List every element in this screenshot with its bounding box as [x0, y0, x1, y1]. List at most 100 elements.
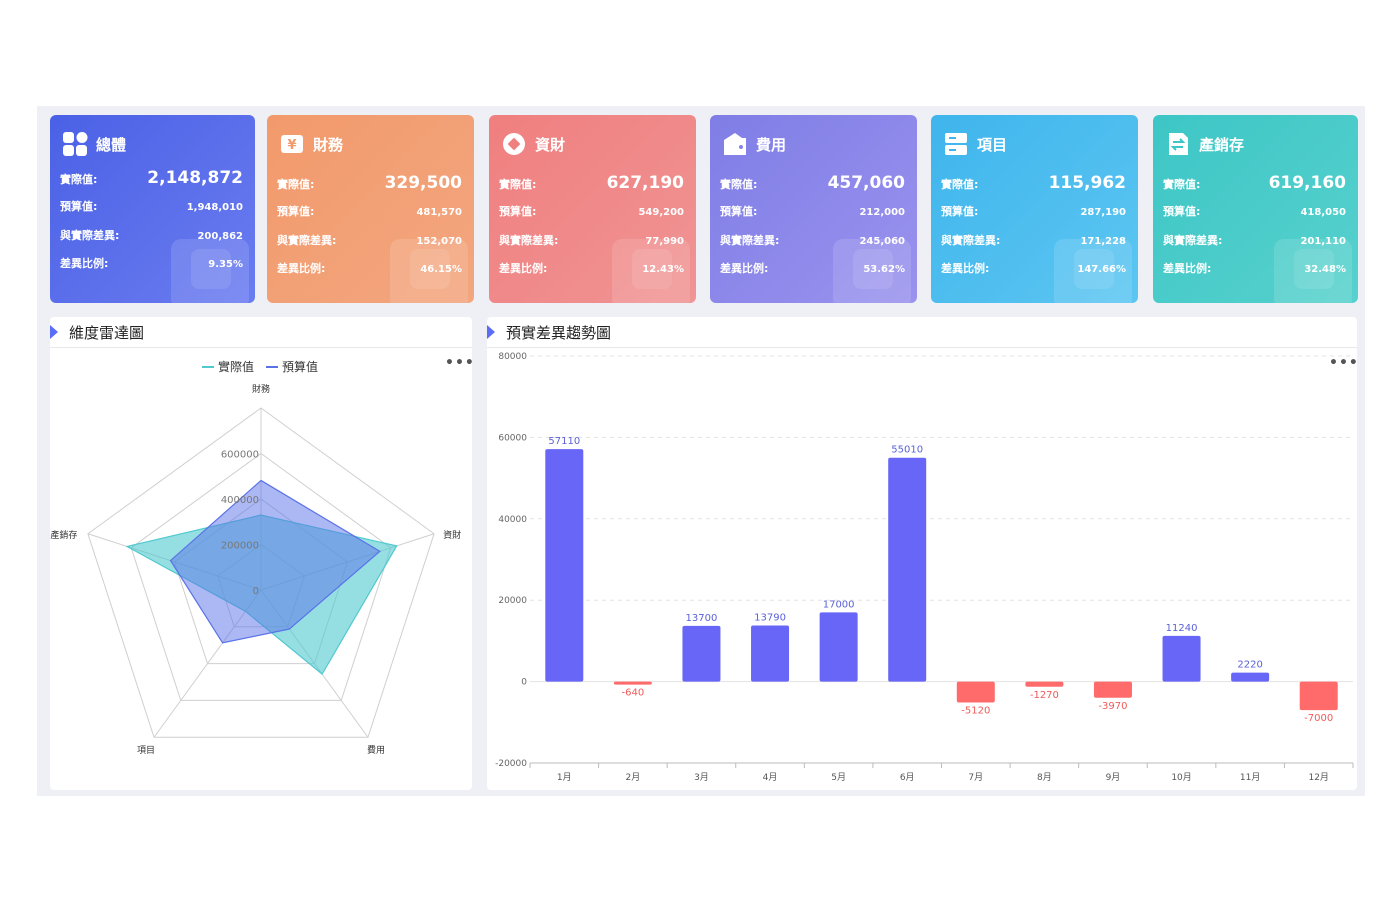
kpi-actual-label: 實際值: — [941, 178, 979, 191]
card-watermark-icon — [1294, 249, 1334, 289]
list-icon — [943, 131, 969, 157]
bar-7月[interactable] — [956, 681, 995, 703]
kpi-diff-label: 與實際差異: — [277, 234, 337, 247]
card-watermark-icon — [191, 249, 231, 289]
exchange-icon — [1165, 131, 1191, 157]
card-watermark-icon — [1274, 239, 1352, 303]
bar-grid — [530, 355, 1353, 764]
kpi-card-title: 財務 — [313, 135, 344, 154]
kpi-ratio-value: 53.62% — [863, 264, 905, 275]
bar-5月[interactable] — [819, 612, 858, 682]
bar-9月[interactable] — [1093, 681, 1132, 698]
radar-legend: 實際值 預算值 — [202, 359, 318, 374]
kpi-card-2[interactable]: ¥ 財務 實際值: 329,500 預算值: 481,570 與實際差異: 152,070 差異… — [267, 115, 474, 303]
bar-chart: -20000 0 20000 40000 60000 80000 57110 1月 -640 2月… — [495, 352, 1354, 783]
kpi-card-3[interactable]: 資財 實際值: 627,190 預算值: 549,200 與實際差異: 77,990 差異比例… — [489, 115, 696, 303]
y-tick-label: 40000 — [498, 515, 527, 525]
kpi-budget-value: 481,570 — [416, 207, 462, 218]
money-icon: ¥ — [279, 131, 305, 157]
radar-grid-ring — [130, 452, 392, 701]
radar-indicator-label: 資財 — [443, 529, 461, 541]
kpi-card-title: 費用 — [756, 135, 787, 154]
kpi-card-header: 資財 — [501, 129, 565, 159]
kpi-budget-value: 418,050 — [1300, 207, 1346, 218]
kpi-budget-row: 預算值: 1,948,010 — [60, 198, 243, 214]
y-tick-label: 20000 — [498, 596, 527, 606]
kpi-diff-value: 77,990 — [645, 236, 684, 247]
kpi-card-4[interactable]: 費用 實際值: 457,060 預算值: 212,000 與實際差異: 245,060 差異比… — [710, 115, 917, 303]
legend-label[interactable]: 實際值 — [218, 359, 254, 374]
kpi-actual-label: 實際值: — [720, 178, 758, 191]
kpi-ratio-value: 46.15% — [420, 264, 462, 275]
kpi-actual-value: 627,190 — [606, 173, 684, 193]
x-tick-label: 10月 — [1171, 772, 1191, 783]
kpi-actual-label: 實際值: — [277, 178, 315, 191]
radar-series-budget[interactable] — [169, 479, 381, 644]
kpi-card-5[interactable]: 項目 實際值: 115,962 預算值: 287,190 與實際差異: 171,228 差異比… — [931, 115, 1138, 303]
kpi-ratio-value: 32.48% — [1304, 264, 1346, 275]
bar-value-label: 57110 — [548, 436, 580, 447]
radar-indicator-label: 項目 — [137, 745, 155, 756]
kpi-card-title: 總體 — [96, 135, 127, 154]
bar-value-label: -1270 — [1030, 690, 1059, 701]
kpi-actual-row: 實際值: 2,148,872 — [60, 168, 243, 188]
bar-4月[interactable] — [751, 625, 790, 682]
bar-11月[interactable] — [1231, 672, 1270, 682]
kpi-card-header: 總體 — [62, 129, 126, 159]
bar-8月[interactable] — [1025, 681, 1064, 687]
bar-value-label: -5120 — [961, 705, 990, 716]
more-options-icon[interactable]: ••• — [445, 355, 475, 371]
kpi-budget-row: 預算值: 212,000 — [720, 203, 905, 219]
bar-3月[interactable] — [682, 625, 721, 682]
kpi-diff-row: 與實際差異: 171,228 — [941, 232, 1126, 248]
card-watermark-icon — [171, 239, 249, 303]
wallet-icon — [722, 131, 748, 157]
dashboard: 總體 實際值: 2,148,872 預算值: 1,948,010 與實際差異: 200,86… — [37, 106, 1365, 796]
bar-1月[interactable] — [545, 449, 584, 682]
x-tick-label: 3月 — [694, 772, 709, 783]
kpi-ratio-label: 差異比例: — [277, 262, 326, 275]
kpi-budget-label: 預算值: — [1163, 205, 1201, 218]
card-watermark-icon — [853, 249, 893, 289]
bar-10月[interactable] — [1162, 635, 1201, 682]
bar-value-label: -7000 — [1304, 713, 1333, 724]
kpi-actual-value: 619,160 — [1268, 173, 1346, 193]
kpi-diff-value: 201,110 — [1300, 236, 1346, 247]
x-tick-label: 2月 — [626, 772, 641, 783]
card-watermark-icon — [410, 249, 450, 289]
kpi-card-title: 資財 — [535, 135, 566, 154]
x-tick-label: 6月 — [900, 772, 915, 783]
kpi-budget-value: 287,190 — [1080, 207, 1126, 218]
x-tick-label: 1月 — [557, 772, 572, 783]
bar-value-label: 13700 — [686, 613, 718, 624]
kpi-budget-value: 549,200 — [638, 207, 684, 218]
kpi-budget-label: 預算值: — [720, 205, 758, 218]
y-tick-label: -20000 — [495, 759, 527, 769]
bar-value-label: 2220 — [1237, 660, 1262, 671]
kpi-diff-label: 與實際差異: — [941, 234, 1001, 247]
radar-panel-header: 維度雷達圖 — [50, 317, 472, 348]
kpi-card-6[interactable]: 產銷存 實際值: 619,160 預算值: 418,050 與實際差異: 201,110 差異… — [1153, 115, 1358, 303]
legend-label[interactable]: 預算值 — [282, 359, 318, 374]
y-tick-label: 60000 — [498, 433, 527, 443]
kpi-diff-value: 152,070 — [416, 236, 462, 247]
kpi-actual-label: 實際值: — [1163, 178, 1201, 191]
bar-6月[interactable] — [888, 457, 927, 682]
kpi-ratio-label: 差異比例: — [1163, 262, 1212, 275]
kpi-card-1[interactable]: 總體 實際值: 2,148,872 預算值: 1,948,010 與實際差異: 200,86… — [50, 115, 255, 303]
more-options-icon[interactable]: ••• — [1329, 355, 1359, 371]
bar-panel: 預實差異趨勢圖 ••• -20000 0 20000 40000 60000 80000 5… — [487, 317, 1359, 790]
radar-panel: 維度雷達圖 ••• 0 200000 400000 600000 財務 資財 費用 項目 產銷存… — [50, 317, 475, 790]
kpi-budget-label: 預算值: — [941, 205, 979, 218]
kpi-ratio-value: 12.43% — [642, 264, 684, 275]
card-watermark-icon — [390, 239, 468, 303]
kpi-diff-value: 245,060 — [859, 236, 905, 247]
bar-value-label: 13790 — [754, 612, 786, 623]
kpi-ratio-label: 差異比例: — [499, 262, 548, 275]
kpi-actual-row: 實際值: 627,190 — [499, 173, 684, 193]
bar-2月[interactable] — [613, 681, 652, 685]
kpi-diff-row: 與實際差異: 77,990 — [499, 232, 684, 248]
bar-12月[interactable] — [1299, 681, 1338, 711]
kpi-actual-value: 2,148,872 — [147, 168, 243, 188]
kpi-card-title: 產銷存 — [1199, 135, 1245, 154]
